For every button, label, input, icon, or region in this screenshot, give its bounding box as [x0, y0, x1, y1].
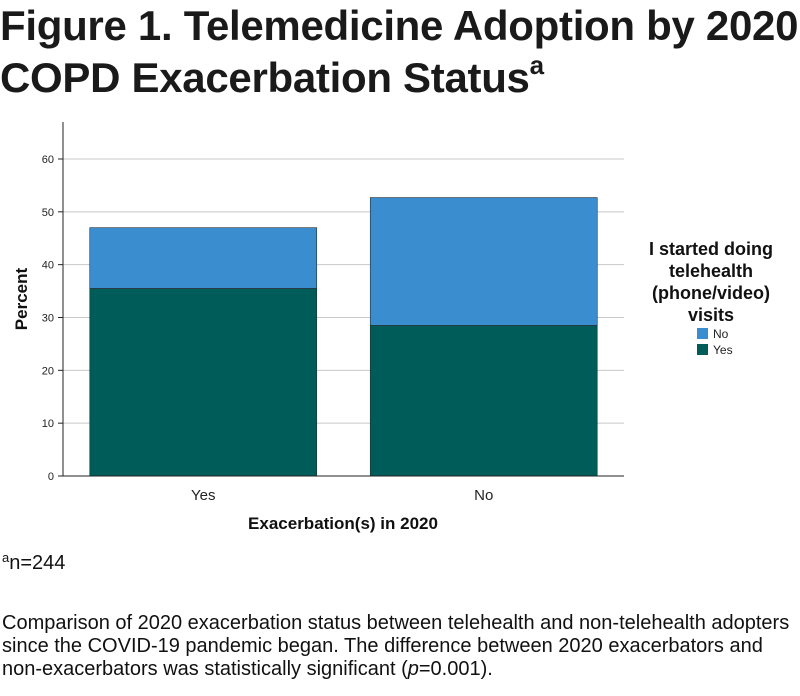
legend-label: Yes: [713, 343, 733, 357]
y-tick-label: 20: [42, 365, 54, 377]
x-tick-labels: Yes No: [191, 487, 493, 504]
legend-title-line: I started doing: [649, 239, 773, 259]
x-axis-title: Exacerbation(s) in 2020: [248, 514, 438, 533]
caption-p-symbol: p: [407, 658, 419, 680]
figure-title-text: COPD Exacerbation Status: [0, 54, 530, 101]
title-footnote-marker: a: [529, 50, 544, 80]
y-axis-title: Percent: [12, 267, 31, 330]
caption-text-1: Comparison of 2020 exacerbation status b…: [2, 612, 790, 680]
bar-no-yes: [89, 227, 318, 289]
x-tick-label: Yes: [191, 487, 215, 504]
y-tick-label: 30: [42, 312, 54, 324]
y-tick-label: 40: [42, 260, 54, 272]
footnote-text: n=244: [9, 552, 66, 574]
y-tick-label: 50: [42, 207, 54, 219]
stacked-bar-chart: 0 10 20 30 40 50 60 Yes No Percent Exacerbation…: [12, 122, 773, 533]
bar-no-no: [369, 197, 598, 326]
figure-title: Figure 1. Telemedicine Adoption by 2020 …: [0, 0, 798, 104]
footnote-marker: a: [2, 550, 10, 565]
legend-title-line: telehealth: [669, 261, 753, 281]
x-tick-label: No: [474, 487, 493, 504]
y-tick-label: 60: [42, 154, 54, 166]
figure-caption: Comparison of 2020 exacerbation status b…: [2, 612, 798, 681]
figure-title-line-1: Figure 1. Telemedicine Adoption by 2020: [0, 2, 799, 49]
bars: [63, 197, 624, 477]
y-tick-label: 0: [48, 471, 54, 483]
caption-text-2: =0.001).: [418, 658, 493, 680]
legend-title-line: visits: [688, 305, 734, 325]
footnote: an=244: [2, 550, 66, 575]
legend-label: No: [713, 327, 729, 341]
legend: I started doingtelehealth(phone/video)vi…: [649, 239, 773, 357]
y-tick-label: 10: [42, 418, 54, 430]
bar-yes-no: [369, 325, 598, 477]
figure-title-line-2: COPD Exacerbation Statusa: [0, 52, 798, 104]
legend-swatch: [697, 328, 708, 339]
y-ticks: 0 10 20 30 40 50 60: [42, 154, 63, 483]
bar-yes-yes: [89, 288, 318, 477]
legend-swatch: [697, 344, 708, 355]
legend-title-line: (phone/video): [652, 283, 770, 303]
